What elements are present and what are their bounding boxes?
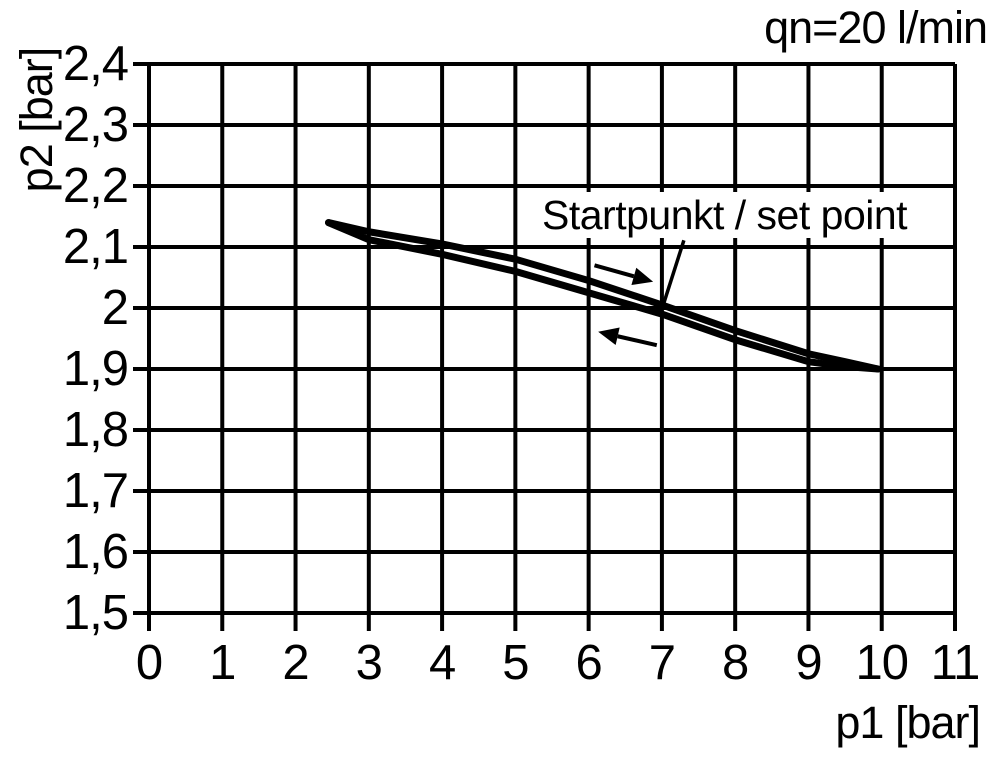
- flow-rate-label: qn=20 l/min: [764, 2, 988, 53]
- y-tick-label: 2,1: [62, 220, 129, 274]
- x-tick-label: 8: [722, 636, 749, 690]
- x-tick-label: 7: [648, 636, 676, 690]
- y-tick-label: 1,9: [62, 342, 129, 396]
- increasing-p1-direction-arrow-head: [631, 267, 654, 286]
- x-tick-label: 11: [930, 636, 981, 690]
- annotation-leader-line: [660, 239, 686, 308]
- y-tick-label: 1,6: [62, 525, 129, 579]
- y-tick-label: 2,3: [62, 98, 129, 152]
- x-tick-label: 10: [855, 636, 909, 690]
- increasing-p1-direction-arrow-shaft: [593, 263, 635, 279]
- hysteresis-upper-branch-curve: [325, 219, 882, 373]
- x-tick-label: 5: [502, 636, 529, 690]
- x-tick-label: 1: [209, 636, 236, 690]
- decreasing-p1-direction-arrow-head: [598, 327, 620, 346]
- x-tick-label: 3: [355, 636, 383, 690]
- x-axis-title: p1 [bar]: [835, 697, 981, 748]
- x-tick-label: 4: [428, 636, 456, 690]
- x-tick-label: 2: [282, 636, 309, 690]
- y-tick-label: 2,4: [62, 37, 129, 91]
- decreasing-p1-direction-arrow-shaft: [617, 334, 658, 348]
- y-tick-label: 1,5: [62, 586, 129, 640]
- y-tick-label: 2,2: [62, 159, 129, 213]
- y-tick-label: 1,8: [62, 403, 129, 457]
- x-tick-label: 9: [795, 636, 822, 690]
- x-tick-label: 0: [135, 636, 163, 690]
- set-point-annotation: Startpunkt / set point: [537, 192, 913, 238]
- hysteresis-lower-branch-curve: [325, 219, 882, 373]
- y-tick-label: 2: [101, 281, 129, 335]
- x-tick-label: 6: [575, 636, 602, 690]
- y-tick-label: 1,7: [62, 464, 129, 518]
